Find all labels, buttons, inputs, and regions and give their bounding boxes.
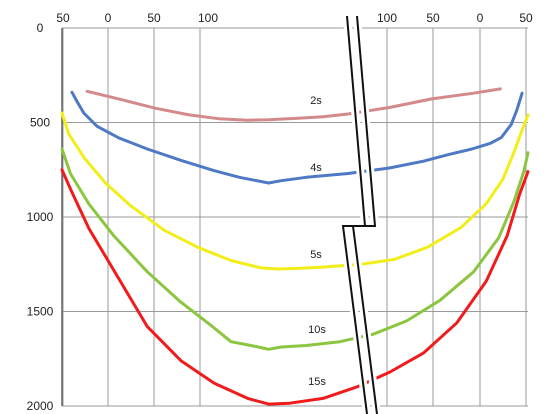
y-tick-label-3: 1500 bbox=[27, 305, 54, 319]
y-tick-label-1: 500 bbox=[30, 116, 50, 130]
series-label-10s: 10s bbox=[308, 324, 326, 336]
y-tick-label-2: 1000 bbox=[27, 210, 54, 224]
series-label-15s: 15s bbox=[308, 376, 326, 388]
x-tick-label-4: 100 bbox=[377, 11, 397, 25]
series-label-5s: 5s bbox=[310, 249, 322, 261]
series-label-4s: 4s bbox=[310, 162, 322, 174]
series-line-2s bbox=[85, 87, 502, 122]
series-line-10s bbox=[60, 147, 530, 351]
series-line-5s bbox=[60, 111, 530, 271]
axis-break-mark bbox=[338, 15, 381, 414]
x-tick-label-1: 0 bbox=[105, 11, 112, 25]
series-line-4s bbox=[70, 90, 524, 185]
series-label-2s: 2s bbox=[310, 95, 322, 107]
axis-break-line-1 bbox=[351, 15, 378, 414]
grid bbox=[61, 27, 528, 407]
series-line-15s bbox=[60, 168, 530, 406]
y-tick-label-0: 0 bbox=[37, 21, 44, 35]
x-tick-label-6: 0 bbox=[477, 11, 484, 25]
y-tick-label-4: 2000 bbox=[27, 399, 54, 413]
series-labels: 2s 4s 5s 10s 15s bbox=[308, 95, 326, 388]
series-lines bbox=[60, 87, 530, 406]
x-tick-label-3: 100 bbox=[198, 11, 218, 25]
x-tick-label-7: 50 bbox=[519, 11, 533, 25]
x-tick-label-0: 50 bbox=[56, 11, 70, 25]
x-tick-label-5: 50 bbox=[426, 11, 440, 25]
x-tick-label-2: 50 bbox=[147, 11, 161, 25]
